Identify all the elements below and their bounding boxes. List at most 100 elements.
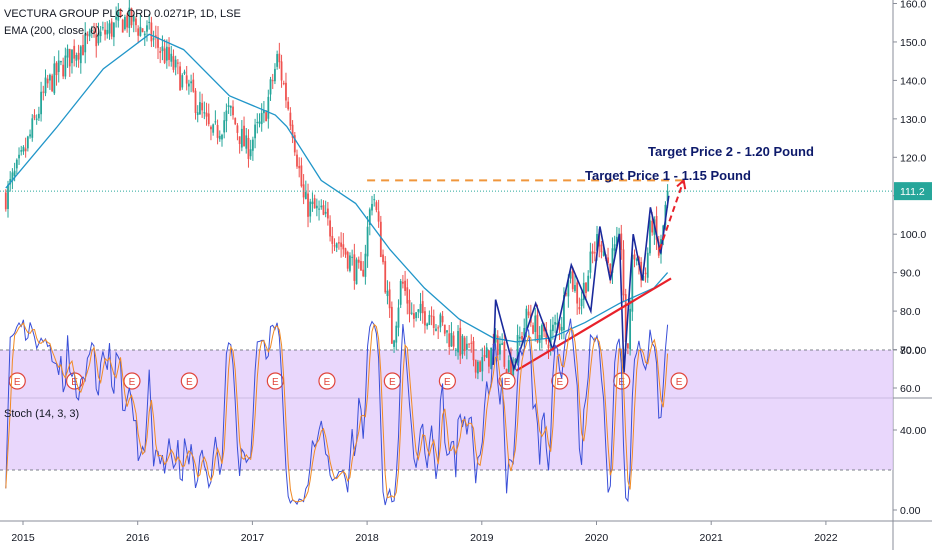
candle-body <box>501 343 504 345</box>
candle-body <box>415 312 418 319</box>
candle-body <box>437 327 440 329</box>
candle-body <box>148 21 151 24</box>
candle-body <box>421 301 424 314</box>
candle-body <box>578 307 581 310</box>
candle-body <box>212 124 215 133</box>
earnings-marker[interactable]: E <box>318 372 336 390</box>
candle-body <box>258 121 261 124</box>
candle-body <box>307 193 309 217</box>
price-tick-label: 100.0 <box>900 229 926 241</box>
earnings-marker-label: E <box>389 377 396 388</box>
candle-body <box>203 112 206 114</box>
candle-body <box>373 199 376 201</box>
earnings-marker-label: E <box>324 377 331 388</box>
candle-body <box>629 308 632 350</box>
candle-body <box>448 333 451 347</box>
candle-body <box>249 149 252 157</box>
ema-legend: EMA (200, close, 0) <box>4 25 100 37</box>
earnings-marker[interactable]: E <box>498 372 516 390</box>
earnings-marker[interactable]: E <box>123 372 141 390</box>
candle-body <box>490 347 493 369</box>
candle-body <box>432 316 435 328</box>
candle-body <box>602 251 605 256</box>
candle-body <box>71 49 73 64</box>
candle-body <box>309 201 312 217</box>
candle-body <box>227 105 230 107</box>
candle-body <box>159 51 162 53</box>
candle-body <box>344 248 347 255</box>
earnings-marker[interactable]: E <box>266 372 284 390</box>
candle-body <box>225 110 228 122</box>
candle-body <box>441 316 444 323</box>
candle-body <box>185 75 188 84</box>
candle-body <box>201 102 204 111</box>
candle-body <box>66 48 69 58</box>
price-tick-label: 150.0 <box>900 37 926 49</box>
candle-body <box>115 16 117 20</box>
candle-body <box>271 80 274 82</box>
candle-body <box>282 83 285 85</box>
candle-body <box>291 124 294 138</box>
candle-body <box>106 29 109 35</box>
candle-body <box>243 125 245 147</box>
candle-body <box>64 55 67 77</box>
candle-body <box>633 254 636 260</box>
candle-body <box>382 254 384 263</box>
candle-body <box>86 34 89 36</box>
candle-body <box>457 331 459 353</box>
earnings-marker[interactable]: E <box>383 372 401 390</box>
earnings-marker[interactable]: E <box>670 372 688 390</box>
candle-body <box>82 44 84 56</box>
earnings-marker[interactable]: E <box>551 372 569 390</box>
candle-body <box>35 118 38 120</box>
candle-body <box>360 261 362 271</box>
candle-body <box>342 244 345 250</box>
candle-body <box>124 16 126 30</box>
candle-body <box>79 46 82 64</box>
support-trendline <box>515 277 672 372</box>
candle-body <box>631 255 634 312</box>
time-tick-label: 2020 <box>585 532 609 544</box>
candle-body <box>267 96 270 119</box>
candle-body <box>368 209 371 226</box>
candle-body <box>563 295 565 330</box>
candle-body <box>221 134 223 140</box>
candle-body <box>55 62 58 76</box>
earnings-marker[interactable]: E <box>438 372 456 390</box>
candle-body <box>395 325 398 343</box>
candle-body <box>194 90 197 113</box>
candle-body <box>554 322 557 325</box>
candle-body <box>512 364 515 382</box>
candle-body <box>150 22 153 42</box>
candle-body <box>525 308 528 332</box>
candle-body <box>461 335 464 355</box>
candle-body <box>560 326 563 332</box>
candle-body <box>152 38 155 40</box>
candle-body <box>335 243 338 248</box>
candle-body <box>600 244 603 253</box>
candle-body <box>426 323 429 327</box>
earnings-marker-circle <box>498 372 516 390</box>
candle-body <box>101 27 104 29</box>
candle-body <box>44 77 47 94</box>
candle-body <box>293 135 296 153</box>
candle-body <box>591 251 594 254</box>
price-tick-label: 160.0 <box>900 0 926 11</box>
candle-body <box>534 315 537 332</box>
candle-body <box>333 245 336 247</box>
candle-body <box>527 311 530 316</box>
candle-body <box>135 18 137 26</box>
candle-body <box>410 312 413 314</box>
candle-body <box>183 71 186 74</box>
candle-body <box>269 79 272 95</box>
candle-body <box>644 272 647 275</box>
candle-body <box>547 344 550 349</box>
time-tick-label: 2019 <box>470 532 494 544</box>
earnings-marker-label: E <box>504 377 511 388</box>
candle-body <box>488 350 490 367</box>
candle-body <box>558 323 561 331</box>
time-tick-label: 2022 <box>814 532 838 544</box>
earnings-marker[interactable]: E <box>180 372 198 390</box>
candle-body <box>31 118 34 138</box>
